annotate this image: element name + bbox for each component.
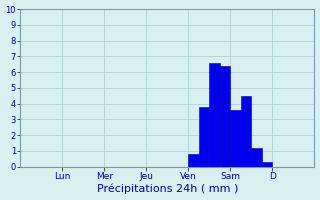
Bar: [252, 148, 262, 167]
Bar: [188, 154, 199, 167]
Bar: [209, 63, 220, 167]
Bar: [199, 107, 209, 167]
Bar: [230, 110, 241, 167]
X-axis label: Précipitations 24h ( mm ): Précipitations 24h ( mm ): [97, 184, 238, 194]
Bar: [262, 162, 272, 167]
Bar: [220, 66, 230, 167]
Bar: [241, 96, 252, 167]
